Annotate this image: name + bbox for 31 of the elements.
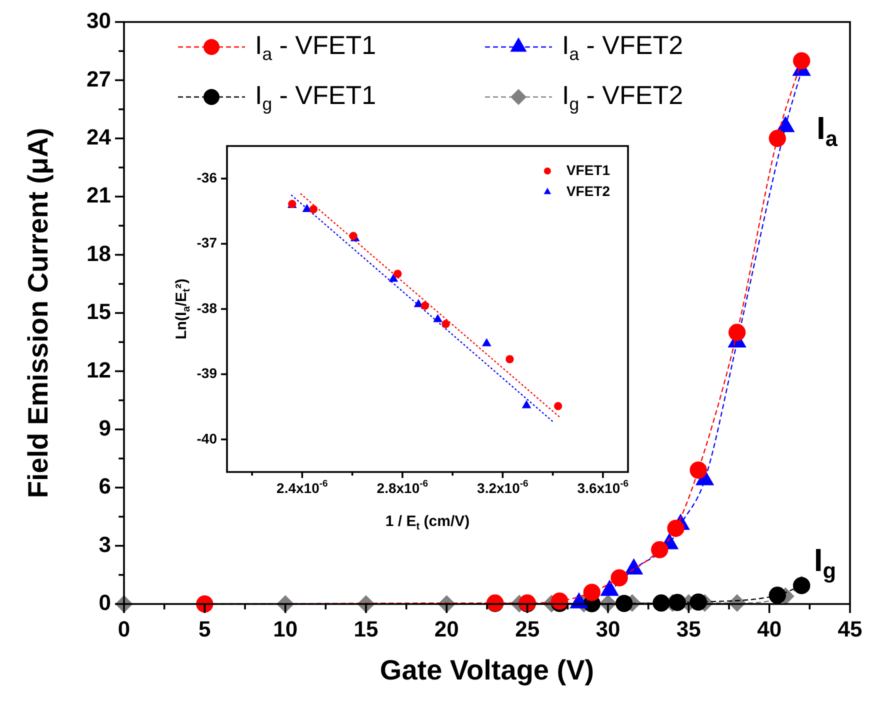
y-axis-title: Ln(Ia/Et²)	[173, 278, 193, 340]
y-tick-label: 6	[98, 474, 112, 499]
x-tick-label: 5	[198, 616, 211, 642]
y-tick-label: -36	[196, 169, 218, 186]
y-tick-label: 9	[98, 415, 112, 440]
y-tick-label: 21	[86, 182, 112, 208]
y-tick-label: 24	[86, 124, 112, 150]
y-tick-label: 12	[86, 357, 112, 382]
x-tick-label: 0	[118, 616, 130, 642]
y-tick-label: -37	[196, 234, 218, 251]
y-tick-label: 30	[86, 8, 112, 34]
y-tick-label: 15	[86, 299, 112, 324]
y-tick-label: -40	[196, 430, 218, 446]
y-tick-label: -38	[196, 300, 218, 316]
legend-label: VFET1	[566, 162, 610, 178]
x-tick-label: 30	[596, 616, 620, 642]
y-tick-label: 3	[98, 532, 112, 557]
x-axis-title: Gate Voltage (V)	[380, 654, 594, 686]
y-tick-label: -39	[196, 365, 218, 382]
x-tick-label: 45	[838, 616, 862, 642]
y-tick-label: 0	[98, 590, 112, 616]
x-tick-label: 25	[515, 616, 540, 642]
x-tick-label: 20	[434, 616, 459, 642]
x-tick-label: 40	[757, 616, 782, 642]
x-tick-label: 15	[354, 616, 378, 642]
x-tick-label: 10	[273, 616, 298, 642]
y-tick-label: 27	[86, 66, 112, 92]
y-tick-label: 18	[86, 240, 112, 266]
x-tick-label: 35	[676, 616, 701, 642]
y-axis-title: Field Emission Current (μA)	[22, 128, 54, 498]
legend-label: VFET2	[566, 182, 610, 199]
